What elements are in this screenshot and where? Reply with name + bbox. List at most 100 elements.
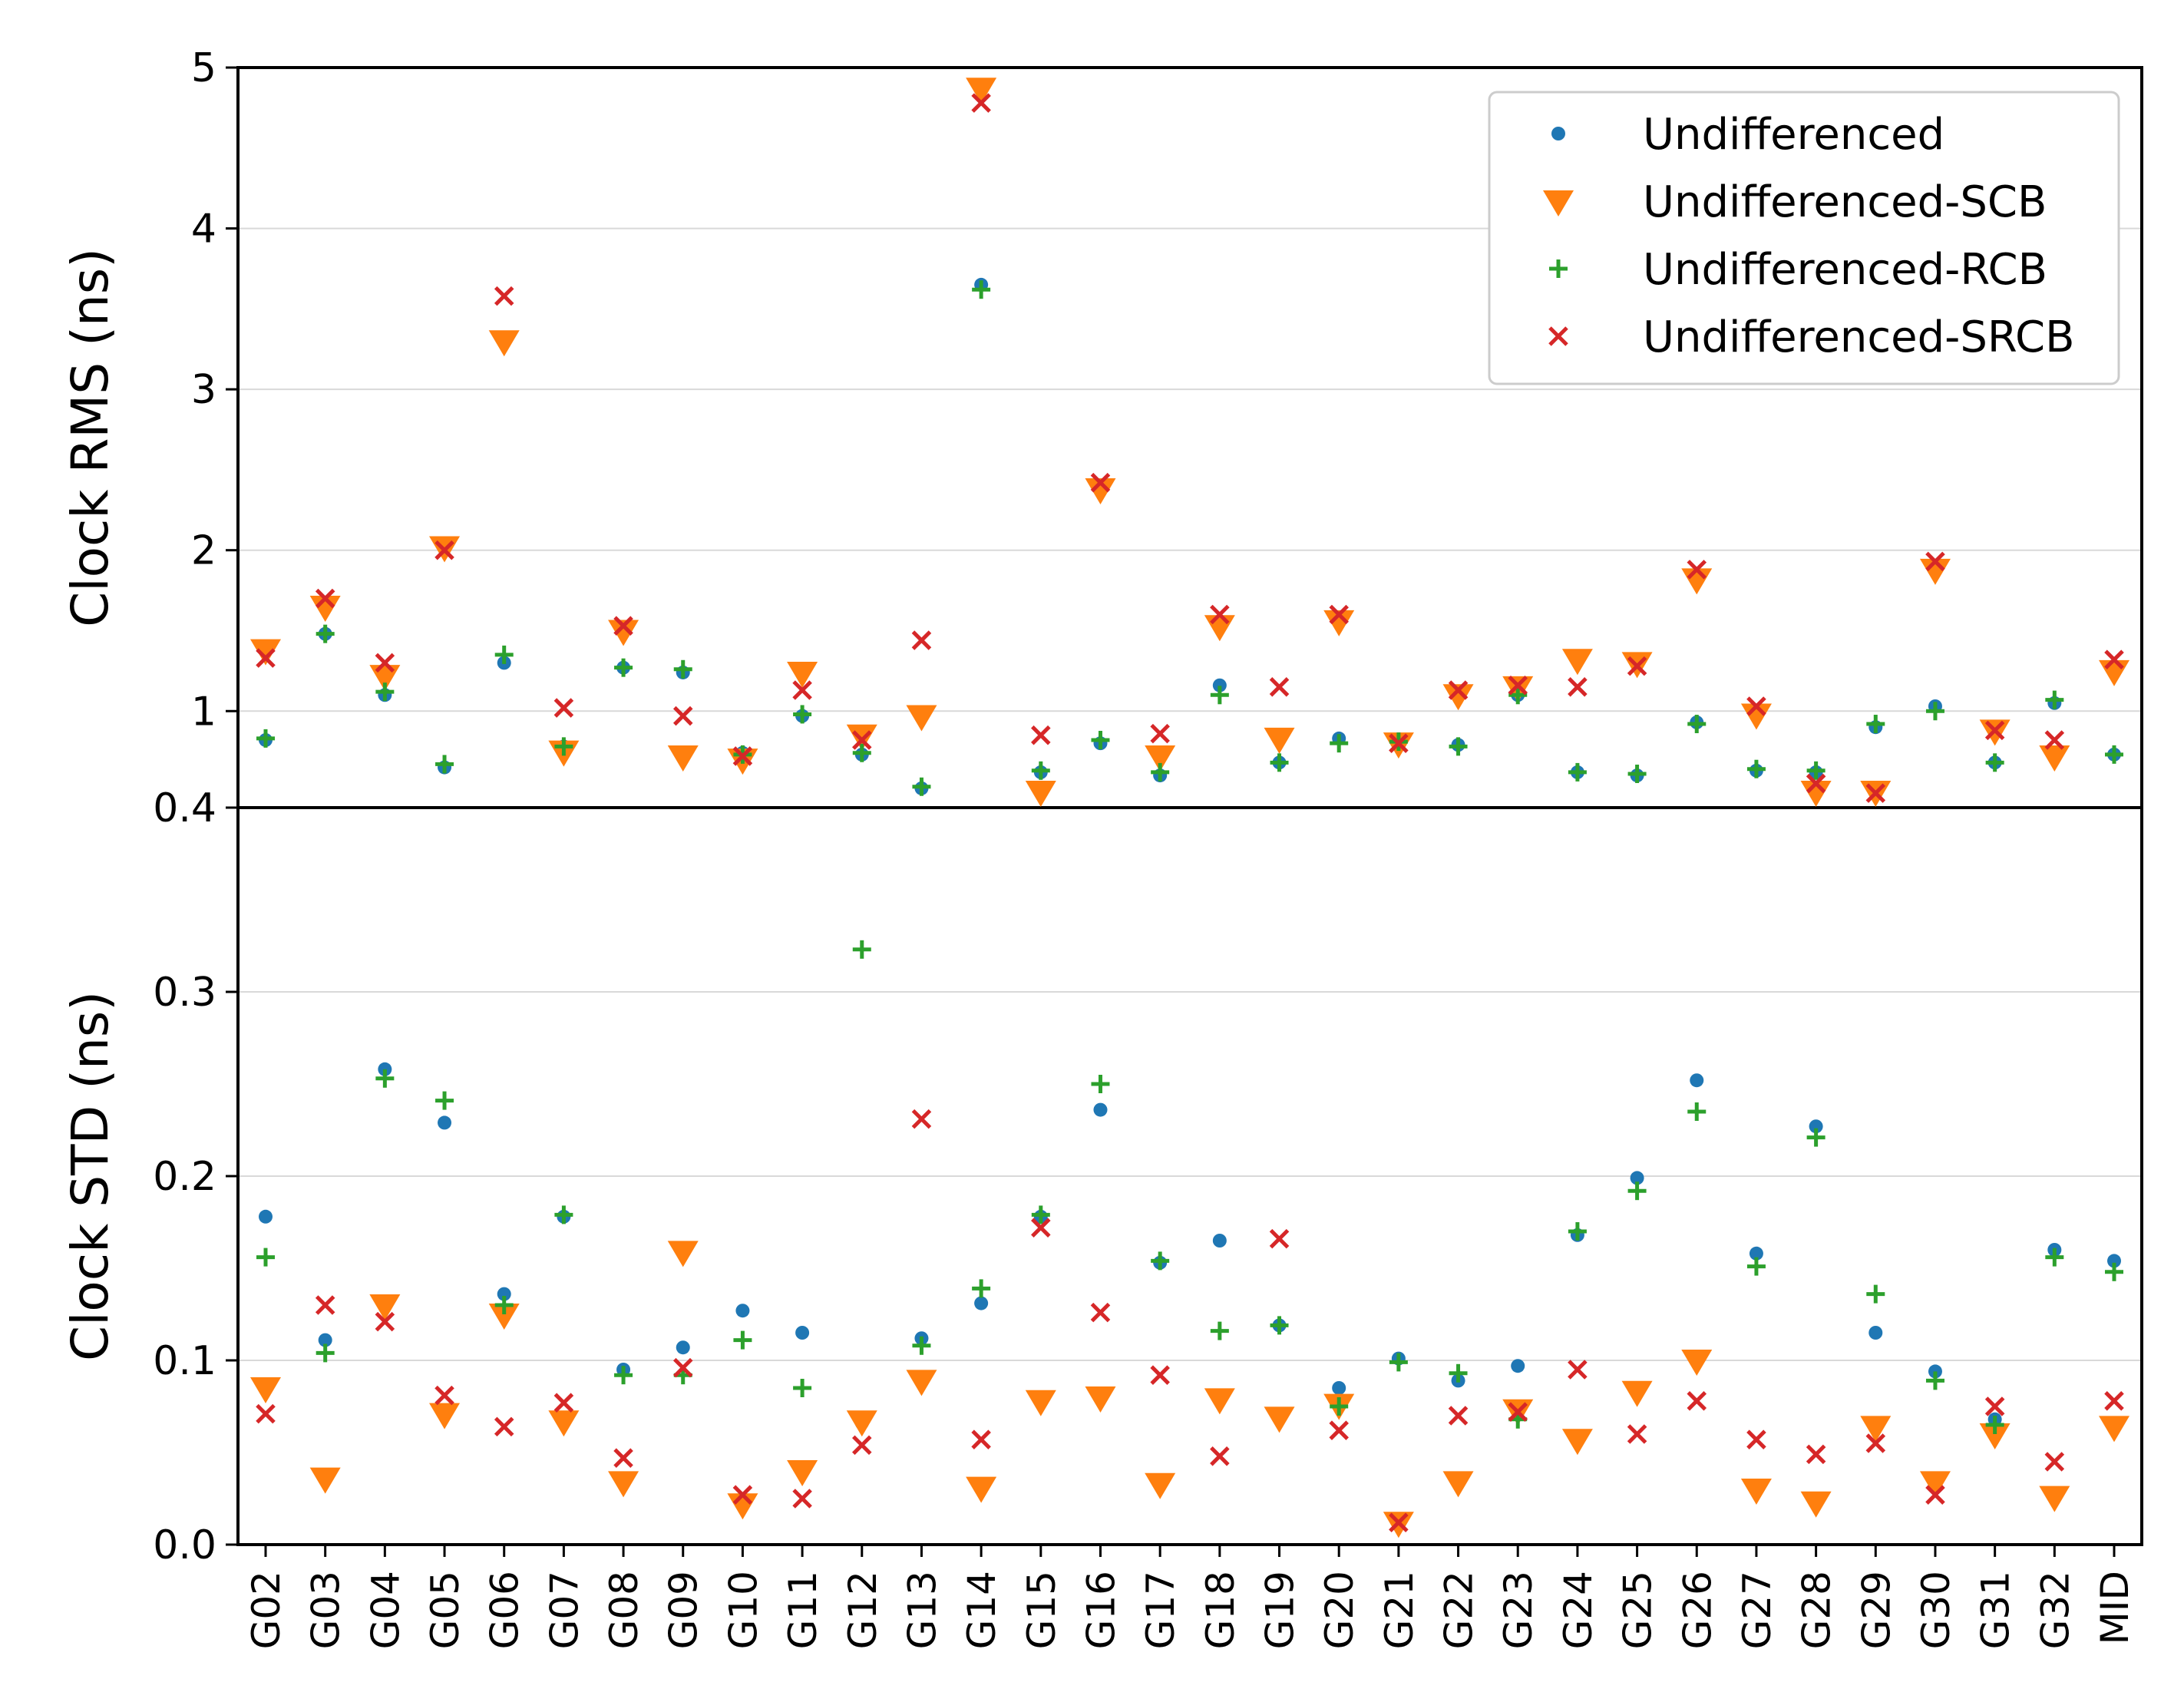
rms-point-G07-s3 [553, 698, 574, 718]
rms-point-G28-s3 [1806, 773, 1826, 794]
std-point-G25-s2 [1627, 1181, 1647, 1201]
xtick-label-G10: G10 [721, 1571, 765, 1649]
xtick-label-G26: G26 [1675, 1571, 1720, 1649]
std-point-MID-s0 [2107, 1254, 2121, 1268]
std-point-G27-s0 [1749, 1246, 1763, 1261]
std-point-G18-s0 [1212, 1234, 1227, 1248]
rms-point-G13-s2 [912, 777, 931, 796]
rms-point-G06-s3 [494, 286, 514, 306]
std-point-G17-s2 [1151, 1251, 1170, 1271]
std-point-G14-s2 [972, 1279, 991, 1298]
legend-marker-3 [1548, 326, 1568, 346]
rms-point-G08-s1 [608, 620, 639, 646]
std-point-G19-s3 [1269, 1228, 1290, 1249]
rms-point-G11-s2 [793, 705, 812, 724]
rms-point-G24-s3 [1568, 677, 1588, 697]
std-point-G22-s3 [1448, 1406, 1469, 1426]
rms-ytick-label-3: 3 [191, 367, 216, 413]
rms-point-G28-s2 [1806, 761, 1826, 780]
rms-point-G18-s0 [1212, 678, 1227, 692]
std-point-G28-s0 [1809, 1119, 1823, 1134]
rms-point-G04-s3 [375, 653, 395, 673]
std-point-G11-s0 [795, 1326, 810, 1340]
std-ytick-label-3: 0.3 [153, 970, 216, 1016]
rms-point-G09-s3 [672, 706, 693, 726]
std-point-G27-s2 [1746, 1257, 1766, 1276]
rms-point-G20-s1 [1323, 610, 1355, 636]
rms-point-G15-s3 [1031, 725, 1051, 745]
xtick-label-G11: G11 [781, 1571, 825, 1649]
rms-point-G26-s3 [1687, 560, 1707, 580]
rms-point-G14-s3 [971, 93, 991, 113]
rms-point-G24-s1 [1561, 649, 1593, 676]
std-point-G04-s2 [375, 1069, 395, 1088]
rms-point-G17-s2 [1151, 762, 1170, 782]
rms-point-G17-s3 [1150, 723, 1170, 744]
std-ytick-label-1: 0.1 [153, 1338, 216, 1384]
std-point-G08-s2 [614, 1366, 633, 1385]
std-point-G14-s3 [971, 1429, 991, 1449]
rms-point-G11-s1 [787, 661, 818, 688]
rms-point-G07-s2 [554, 737, 573, 756]
std-point-G28-s1 [1800, 1491, 1832, 1518]
rms-point-G02-s2 [256, 729, 275, 748]
std-point-G04-s1 [369, 1294, 401, 1320]
xtick-label-G25: G25 [1616, 1571, 1660, 1649]
rms-point-G03-s1 [309, 596, 341, 623]
rms-point-G20-s2 [1330, 734, 1349, 753]
xtick-label-G32: G32 [2033, 1571, 2077, 1649]
std-point-G32-s2 [2045, 1248, 2064, 1267]
std-point-G25-s3 [1627, 1424, 1647, 1444]
std-ylabel: Clock STD (ns) [61, 991, 120, 1361]
rms-point-G13-s3 [911, 630, 932, 650]
rms-point-G17-s1 [1145, 745, 1176, 772]
legend-entry-1: Undifferenced-SCB [1643, 177, 2047, 227]
rms-point-G06-s2 [494, 645, 514, 664]
std-point-G16-s2 [1091, 1075, 1110, 1093]
std-point-G09-s3 [672, 1357, 693, 1378]
std-point-G07-s2 [554, 1205, 573, 1224]
std-point-G03-s0 [318, 1333, 332, 1347]
rms-point-MID-s2 [2105, 745, 2123, 764]
std-point-G30-s2 [1925, 1371, 1944, 1390]
std-point-G28-s2 [1806, 1128, 1826, 1147]
xtick-label-G16: G16 [1079, 1571, 1123, 1649]
std-point-G07-s1 [548, 1410, 580, 1437]
rms-point-G05-s3 [434, 540, 454, 560]
rms-point-G23-s2 [1508, 686, 1528, 705]
rms-point-G16-s3 [1090, 472, 1111, 493]
std-point-G23-s3 [1508, 1402, 1528, 1422]
std-point-G06-s1 [488, 1304, 520, 1330]
xtick-label-G13: G13 [900, 1571, 944, 1649]
std-point-G30-s3 [1925, 1485, 1945, 1505]
rms-point-G02-s3 [256, 648, 276, 668]
std-point-G21-s2 [1389, 1353, 1408, 1372]
legend-marker-0 [1551, 127, 1565, 140]
rms-ytick-label-4: 4 [191, 207, 216, 253]
std-point-G09-s0 [676, 1340, 690, 1355]
std-point-G27-s1 [1740, 1479, 1772, 1505]
std-point-G05-s3 [434, 1385, 454, 1406]
std-point-G17-s1 [1145, 1472, 1176, 1499]
std-point-G03-s1 [309, 1467, 341, 1494]
rms-point-G09-s2 [673, 659, 692, 679]
std-point-G29-s0 [1868, 1326, 1883, 1340]
rms-point-G06-s1 [488, 330, 520, 357]
std-point-G05-s1 [429, 1403, 461, 1429]
std-point-G32-s1 [2039, 1486, 2070, 1512]
xtick-label-G05: G05 [423, 1571, 468, 1649]
std-point-G18-s2 [1210, 1321, 1229, 1340]
rms-point-G31-s2 [1985, 753, 2004, 772]
std-point-G02-s0 [259, 1209, 273, 1224]
std-point-G14-s1 [966, 1476, 997, 1503]
rms-point-G11-s3 [792, 680, 812, 700]
legend-entry-3: Undifferenced-SRCB [1643, 312, 2075, 362]
rms-point-MID-s3 [2104, 649, 2124, 669]
std-point-G10-s3 [732, 1485, 753, 1505]
rms-ytick-label-0: 0.4 [153, 785, 216, 831]
rms-point-G27-s1 [1740, 703, 1772, 730]
rms-point-G03-s3 [315, 588, 335, 609]
std-point-G12-s1 [846, 1410, 877, 1437]
xtick-label-G22: G22 [1437, 1571, 1482, 1649]
